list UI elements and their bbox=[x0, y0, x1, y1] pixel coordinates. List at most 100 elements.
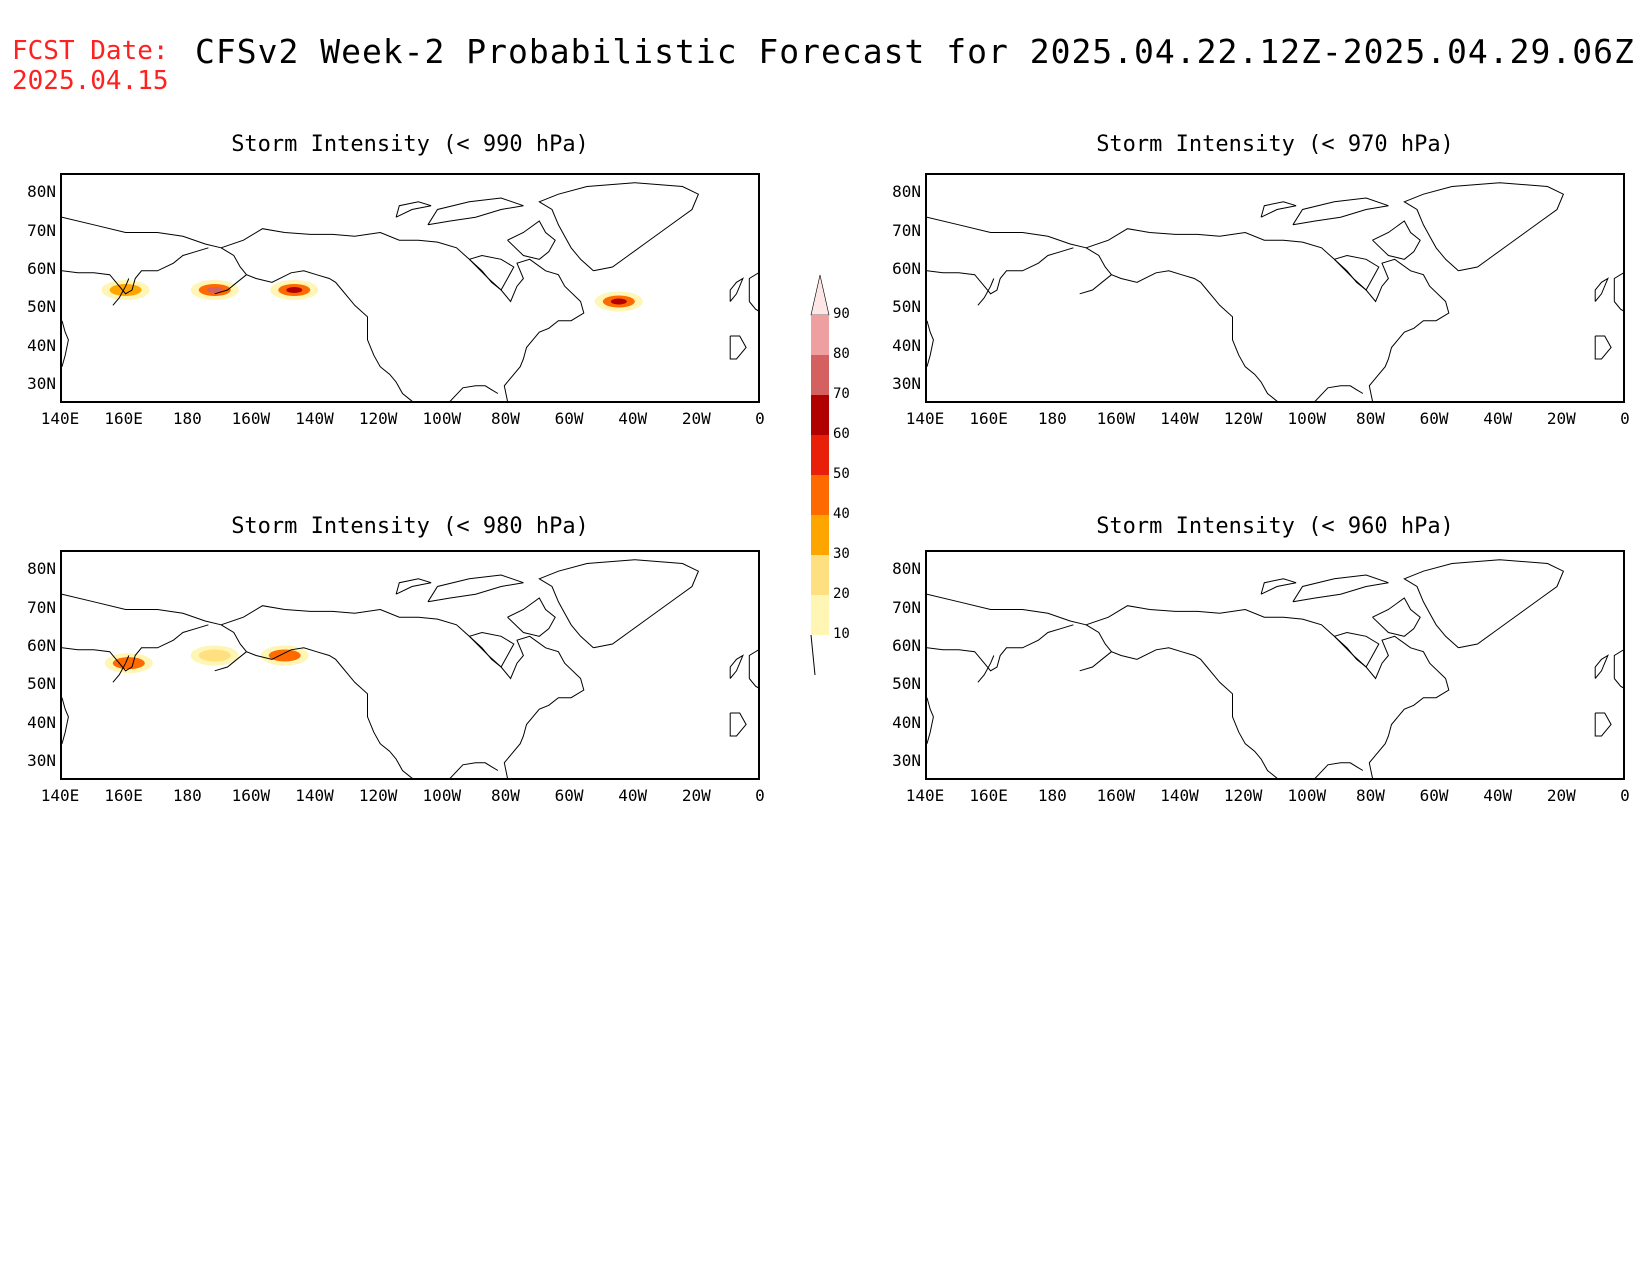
colorbar-swatch bbox=[811, 395, 829, 435]
colorbar-level-label: 40 bbox=[833, 506, 850, 522]
panel-title-970: Storm Intensity (< 970 hPa) bbox=[1096, 132, 1454, 157]
lon-tick-label: 80W bbox=[1356, 786, 1385, 805]
colorbar-swatch bbox=[811, 315, 829, 355]
coastline bbox=[449, 762, 499, 778]
lat-tick-label: 60N bbox=[27, 258, 56, 278]
coastline bbox=[1085, 605, 1450, 778]
lon-tick-label: 20W bbox=[681, 409, 711, 428]
coastline bbox=[427, 574, 524, 603]
coastline bbox=[1613, 272, 1623, 312]
coastline bbox=[507, 597, 556, 637]
coastline bbox=[729, 654, 744, 679]
probability-region-core bbox=[276, 652, 293, 659]
colorbar-level-label: 60 bbox=[833, 426, 850, 442]
coastline bbox=[62, 247, 209, 295]
lon-tick-label: 80W bbox=[491, 786, 520, 805]
lon-tick-label: 0 bbox=[1620, 409, 1630, 428]
coastline bbox=[1292, 197, 1389, 226]
coastline bbox=[977, 278, 995, 306]
colorbar-swatch bbox=[811, 595, 829, 635]
lon-tick-label: 60W bbox=[554, 786, 584, 805]
colorbar-swatch bbox=[811, 475, 829, 515]
lon-tick-label: 100W bbox=[422, 409, 462, 428]
lat-tick-label: 40N bbox=[892, 335, 921, 355]
coastline bbox=[729, 712, 747, 737]
map-canvas bbox=[62, 559, 758, 778]
probability-region-core bbox=[206, 652, 223, 659]
colorbar-level-label: 20 bbox=[833, 586, 850, 602]
map-panel-990 bbox=[60, 173, 760, 403]
lat-tick-label: 40N bbox=[27, 335, 56, 355]
lon-tick-label: 20W bbox=[1546, 409, 1576, 428]
coastline bbox=[214, 651, 247, 672]
coastline bbox=[1594, 277, 1609, 302]
coastline bbox=[1079, 274, 1112, 295]
lat-tick-label: 60N bbox=[27, 635, 56, 655]
lat-tick-label: 40N bbox=[27, 712, 56, 732]
lon-tick-label: 0 bbox=[755, 409, 765, 428]
lon-tick-label: 80W bbox=[491, 409, 520, 428]
map-canvas bbox=[62, 182, 758, 401]
lon-tick-label: 80W bbox=[1356, 409, 1385, 428]
lon-tick-label: 120W bbox=[358, 409, 398, 428]
coastline bbox=[1085, 624, 1278, 778]
lon-tick-label: 120W bbox=[358, 786, 398, 805]
colorbar-level-label: 90 bbox=[833, 306, 850, 322]
map-panel-960 bbox=[925, 550, 1625, 780]
probability-region-core bbox=[120, 660, 137, 667]
lat-tick-label: 70N bbox=[892, 597, 921, 617]
coastline bbox=[977, 655, 995, 683]
forecast-date-value: 2025.04.15 bbox=[12, 66, 169, 96]
lat-tick-label: 60N bbox=[892, 635, 921, 655]
colorbar-swatch bbox=[811, 435, 829, 475]
lon-tick-label: 100W bbox=[422, 786, 462, 805]
coastline bbox=[62, 593, 222, 626]
map-panel-970 bbox=[925, 173, 1625, 403]
lat-tick-label: 50N bbox=[892, 674, 921, 694]
lon-tick-label: 140E bbox=[40, 786, 80, 805]
coastline bbox=[927, 247, 1074, 295]
lat-tick-label: 30N bbox=[27, 750, 56, 770]
coastline bbox=[538, 559, 700, 649]
coastline bbox=[1292, 574, 1389, 603]
probability-region-core bbox=[286, 287, 303, 293]
lon-tick-label: 180 bbox=[172, 786, 202, 805]
lon-tick-label: 60W bbox=[554, 409, 584, 428]
coastline bbox=[62, 697, 69, 744]
coastline bbox=[1333, 254, 1380, 291]
colorbar-swatch bbox=[811, 555, 829, 595]
coastline bbox=[1613, 649, 1623, 689]
lon-tick-label: 60W bbox=[1419, 409, 1449, 428]
coastline bbox=[1372, 220, 1421, 260]
colorbar-level-label: 10 bbox=[833, 626, 850, 642]
coastline bbox=[1594, 335, 1612, 360]
lat-tick-label: 30N bbox=[892, 750, 921, 770]
coastline bbox=[1314, 385, 1364, 401]
lon-tick-label: 100W bbox=[1287, 786, 1327, 805]
coastline bbox=[729, 335, 747, 360]
coastline bbox=[1079, 651, 1112, 672]
coastline bbox=[62, 624, 209, 672]
coastline bbox=[729, 277, 744, 302]
lon-tick-label: 140W bbox=[1160, 409, 1199, 428]
lon-tick-label: 160W bbox=[1096, 786, 1136, 805]
probability-region-core bbox=[206, 287, 223, 293]
coastline bbox=[395, 201, 432, 218]
colorbar-top-arrow bbox=[810, 274, 830, 316]
coastline bbox=[468, 254, 515, 291]
lat-tick-label: 80N bbox=[892, 182, 921, 202]
colorbar-level-label: 50 bbox=[833, 466, 850, 482]
map-canvas bbox=[927, 182, 1623, 401]
coastline bbox=[427, 197, 524, 226]
lon-tick-label: 40W bbox=[618, 409, 648, 428]
coastline bbox=[468, 631, 515, 668]
coastline bbox=[449, 385, 499, 401]
coastline bbox=[1314, 762, 1364, 778]
forecast-date-block: FCST Date: 2025.04.15 bbox=[12, 36, 169, 96]
panel-title-990: Storm Intensity (< 990 hPa) bbox=[231, 132, 589, 157]
lon-tick-label: 160W bbox=[231, 409, 271, 428]
lon-tick-label: 0 bbox=[755, 786, 765, 805]
lon-tick-label: 140E bbox=[905, 786, 945, 805]
coastline bbox=[927, 697, 934, 744]
coastline bbox=[112, 278, 130, 306]
